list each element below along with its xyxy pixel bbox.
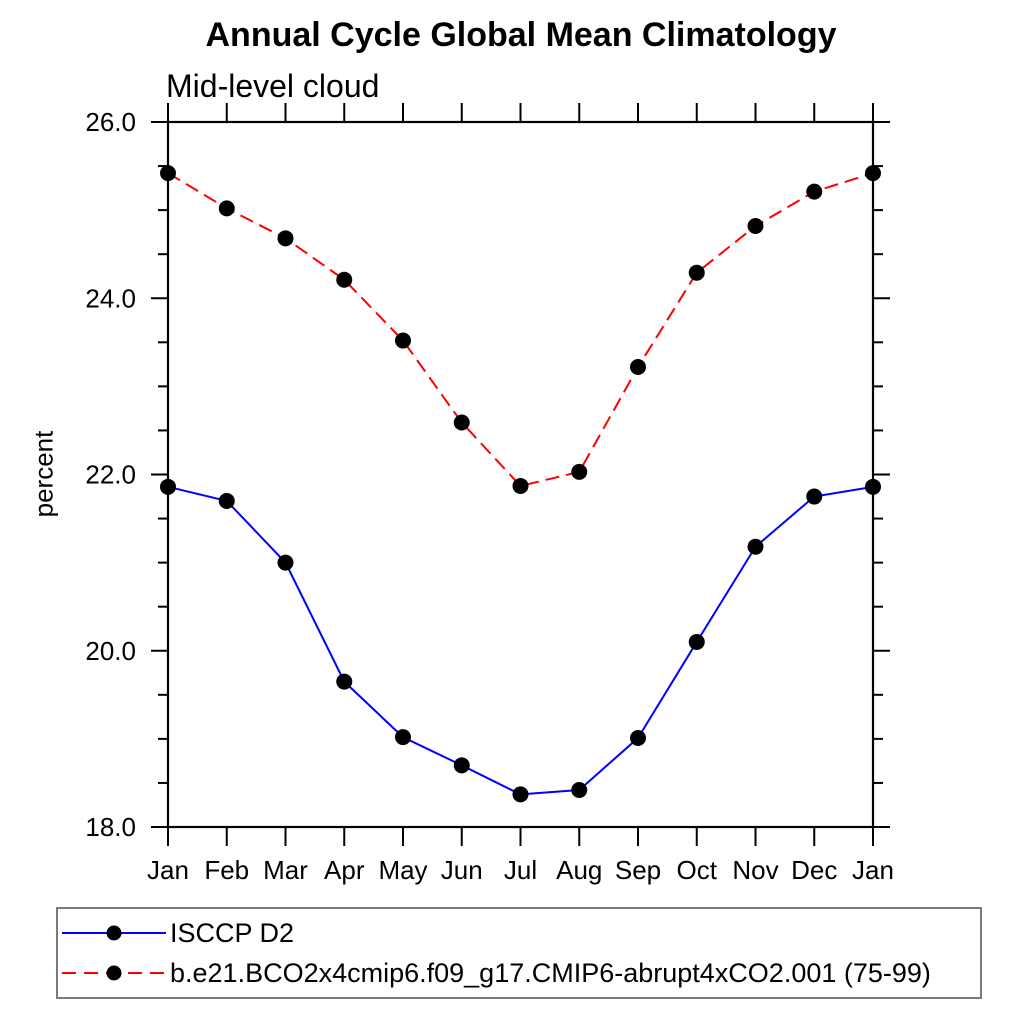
legend-marker-dot <box>106 965 122 981</box>
svg-text:Dec: Dec <box>791 855 837 885</box>
svg-text:20.0: 20.0 <box>85 636 136 666</box>
chart-title: Annual Cycle Global Mean Climatology <box>205 16 837 54</box>
svg-text:Jul: Jul <box>504 855 537 885</box>
legend-box: ISCCP D2 b.e21.BCO2x4cmip6.f09_g17.CMIP6… <box>56 907 982 999</box>
svg-text:Jun: Jun <box>441 855 483 885</box>
legend-label-model-run: b.e21.BCO2x4cmip6.f09_g17.CMIP6-abrupt4x… <box>170 957 931 988</box>
svg-text:May: May <box>378 855 427 885</box>
svg-text:Jan: Jan <box>147 855 189 885</box>
legend-item-isccp-d2: ISCCP D2 <box>58 915 980 951</box>
svg-text:Aug: Aug <box>556 855 602 885</box>
legend-label-isccp-d2: ISCCP D2 <box>170 917 295 948</box>
svg-text:Sep: Sep <box>615 855 661 885</box>
svg-text:24.0: 24.0 <box>85 283 136 313</box>
legend-marker-dot <box>106 925 122 941</box>
legend-line-sample-solid <box>62 925 166 941</box>
svg-text:Nov: Nov <box>732 855 778 885</box>
svg-text:Feb: Feb <box>204 855 249 885</box>
svg-text:18.0: 18.0 <box>85 812 136 842</box>
chart-subtitle: Mid-level cloud <box>166 68 380 104</box>
svg-text:Apr: Apr <box>324 855 365 885</box>
svg-text:Mar: Mar <box>263 855 308 885</box>
svg-text:Jan: Jan <box>852 855 894 885</box>
legend-item-model-run: b.e21.BCO2x4cmip6.f09_g17.CMIP6-abrupt4x… <box>58 955 980 991</box>
svg-text:26.0: 26.0 <box>85 107 136 137</box>
svg-text:22.0: 22.0 <box>85 460 136 490</box>
svg-text:Oct: Oct <box>677 855 718 885</box>
legend-line-sample-dashed <box>62 965 166 981</box>
